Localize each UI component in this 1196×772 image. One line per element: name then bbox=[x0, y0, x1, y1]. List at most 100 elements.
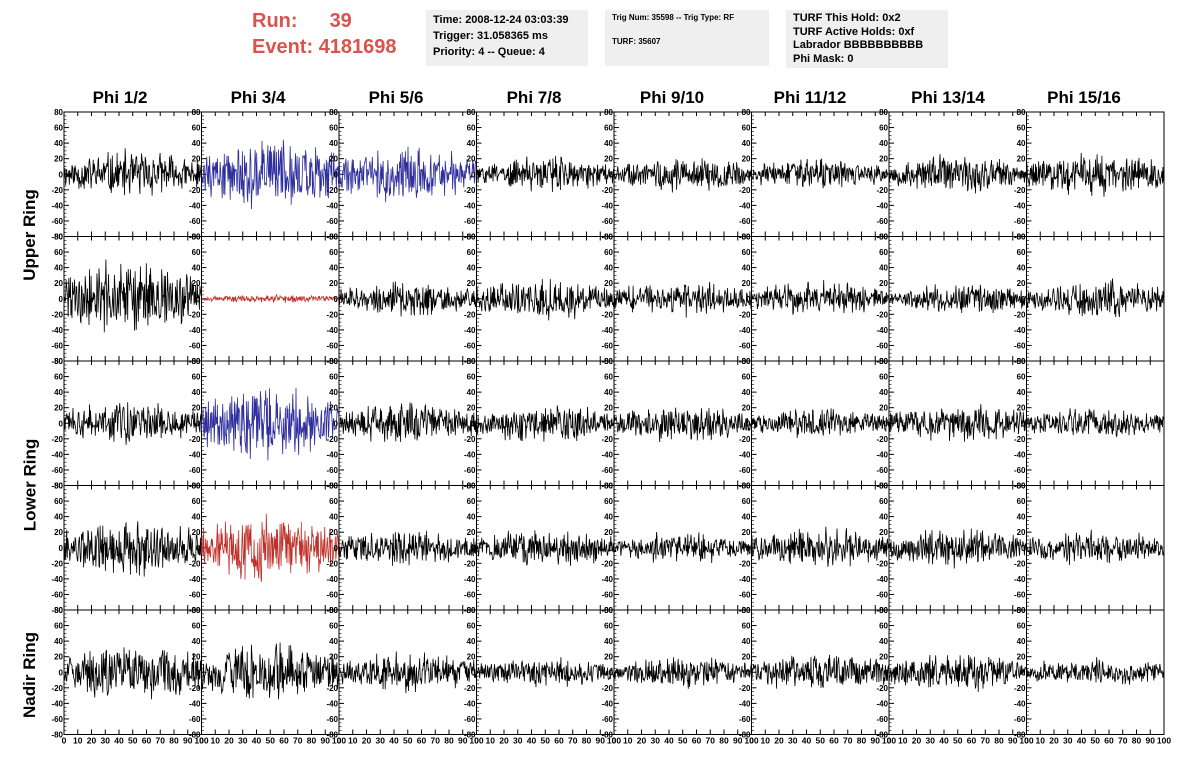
y-tick-label: 20 bbox=[329, 528, 338, 537]
x-tick-label: 60 bbox=[279, 736, 289, 746]
waveform-trace bbox=[751, 408, 890, 439]
y-tick-label: 80 bbox=[192, 357, 201, 366]
y-tick-label: -60 bbox=[876, 590, 888, 599]
x-tick-label: 40 bbox=[802, 736, 812, 746]
x-tick-label: 100 bbox=[1019, 736, 1033, 746]
trigger-box: Trig Num: 35598 -- Trig Type: RF TURF: 3… bbox=[605, 10, 769, 66]
y-tick-label: 40 bbox=[54, 139, 63, 148]
x-tick-label: 30 bbox=[101, 736, 111, 746]
x-tick-label: 60 bbox=[554, 736, 564, 746]
y-tick-label: -20 bbox=[189, 435, 201, 444]
y-tick-label: 20 bbox=[879, 155, 888, 164]
col-header-phi-15-16: Phi 15/16 bbox=[1047, 88, 1121, 107]
y-tick-label: -60 bbox=[189, 341, 201, 350]
y-tick-label: 40 bbox=[54, 264, 63, 273]
y-tick-label: -20 bbox=[601, 186, 613, 195]
y-tick-label: -40 bbox=[464, 450, 476, 459]
y-tick-label: 0 bbox=[471, 170, 476, 179]
waveform-trace bbox=[338, 651, 477, 694]
y-tick-label: -40 bbox=[189, 699, 201, 708]
y-tick-label: 0 bbox=[59, 668, 64, 677]
y-tick-label: 0 bbox=[1021, 419, 1026, 428]
waveform-trace bbox=[338, 146, 477, 203]
waveform-trace bbox=[338, 281, 477, 317]
y-tick-label: -80 bbox=[51, 606, 63, 615]
y-tick-label: -40 bbox=[189, 201, 201, 210]
y-tick-label: -40 bbox=[189, 575, 201, 584]
trigger-text: Trigger: 31.058365 ms bbox=[433, 30, 548, 42]
x-tick-label: 90 bbox=[458, 736, 468, 746]
y-tick-label: -20 bbox=[326, 559, 338, 568]
y-tick-label: -20 bbox=[326, 310, 338, 319]
y-tick-label: -20 bbox=[51, 435, 63, 444]
y-tick-label: 60 bbox=[54, 373, 63, 382]
x-tick-label: 100 bbox=[744, 736, 758, 746]
time-text: Time: 2008-12-24 03:03:39 bbox=[433, 14, 569, 26]
y-tick-label: 80 bbox=[1017, 482, 1026, 491]
y-tick-label: -40 bbox=[876, 699, 888, 708]
y-tick-label: 80 bbox=[742, 482, 751, 491]
y-tick-label: 20 bbox=[54, 155, 63, 164]
x-tick-label: 70 bbox=[293, 736, 303, 746]
y-tick-label: -40 bbox=[51, 699, 63, 708]
y-tick-label: 20 bbox=[742, 279, 751, 288]
x-tick-label: 60 bbox=[692, 736, 702, 746]
waveform-trace bbox=[888, 528, 1027, 569]
waveform-trace bbox=[613, 531, 752, 564]
y-tick-label: 0 bbox=[471, 668, 476, 677]
y-tick-label: 0 bbox=[59, 419, 64, 428]
y-tick-label: -80 bbox=[326, 731, 338, 740]
y-tick-label: 80 bbox=[879, 108, 888, 117]
waveform-trace bbox=[476, 405, 615, 442]
y-tick-label: 20 bbox=[742, 155, 751, 164]
y-tick-label: -40 bbox=[51, 326, 63, 335]
x-tick-label: 90 bbox=[183, 736, 193, 746]
y-tick-label: -60 bbox=[326, 715, 338, 724]
x-tick-label: 50 bbox=[266, 736, 276, 746]
y-tick-label: 20 bbox=[1017, 404, 1026, 413]
event-value: 4181698 bbox=[318, 36, 397, 58]
y-tick-label: -40 bbox=[601, 201, 613, 210]
x-tick-label: 100 bbox=[194, 736, 208, 746]
y-tick-label: -40 bbox=[464, 575, 476, 584]
x-tick-label: 70 bbox=[706, 736, 716, 746]
x-tick-label: 10 bbox=[761, 736, 771, 746]
y-tick-label: 80 bbox=[1017, 606, 1026, 615]
x-tick-label: 100 bbox=[469, 736, 483, 746]
x-tick-label: 40 bbox=[252, 736, 262, 746]
x-tick-label: 30 bbox=[788, 736, 798, 746]
waveform-trace bbox=[613, 158, 752, 193]
y-tick-label: 40 bbox=[329, 637, 338, 646]
waveform-trace bbox=[63, 402, 202, 445]
x-tick-label: 50 bbox=[541, 736, 551, 746]
x-tick-label: 10 bbox=[1036, 736, 1046, 746]
col-header-phi-5-6: Phi 5/6 bbox=[368, 88, 424, 107]
waveform-trace bbox=[751, 279, 890, 315]
y-tick-label: 20 bbox=[54, 653, 63, 662]
x-tick-label: 80 bbox=[719, 736, 729, 746]
turf-hold-text: TURF This Hold: 0x2 bbox=[793, 12, 901, 24]
y-tick-label: -20 bbox=[51, 559, 63, 568]
panel-frame bbox=[1026, 485, 1165, 611]
y-tick-label: 20 bbox=[192, 528, 201, 537]
y-tick-label: 60 bbox=[1017, 373, 1026, 382]
y-tick-label: 0 bbox=[196, 668, 201, 677]
x-tick-label: 50 bbox=[403, 736, 413, 746]
y-tick-label: 20 bbox=[604, 528, 613, 537]
y-tick-label: 60 bbox=[329, 622, 338, 631]
y-tick-label: 80 bbox=[742, 606, 751, 615]
y-tick-label: -40 bbox=[326, 201, 338, 210]
x-tick-label: 50 bbox=[816, 736, 826, 746]
y-tick-label: 80 bbox=[742, 357, 751, 366]
x-tick-label: 20 bbox=[774, 736, 784, 746]
y-tick-label: -40 bbox=[601, 450, 613, 459]
x-tick-label: 30 bbox=[1063, 736, 1073, 746]
y-tick-label: -40 bbox=[326, 699, 338, 708]
waveform-trace bbox=[888, 654, 1027, 693]
x-tick-label: 40 bbox=[527, 736, 537, 746]
y-tick-label: 80 bbox=[604, 108, 613, 117]
y-tick-label: 20 bbox=[192, 404, 201, 413]
y-tick-label: -40 bbox=[739, 699, 751, 708]
x-tick-label: 10 bbox=[486, 736, 496, 746]
x-tick-label: 10 bbox=[623, 736, 633, 746]
